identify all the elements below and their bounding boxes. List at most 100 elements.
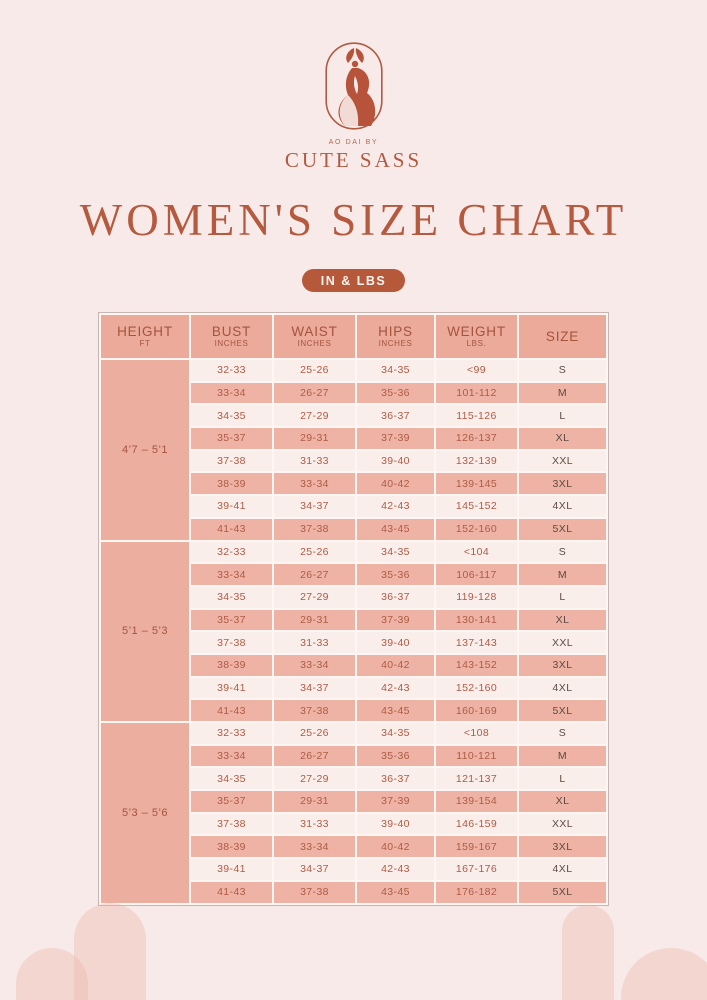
table-row: 34-35 27-29 36-37 121-137 L <box>100 766 608 792</box>
table-row: 39-41 34-37 42-43 152-160 4XL <box>100 675 608 701</box>
size-cell: L <box>517 584 608 610</box>
header-hips: HIPS INCHES <box>355 313 436 360</box>
table-row: 35-37 29-31 37-39 126-137 XL <box>100 426 608 451</box>
bust-cell: 39-41 <box>189 857 274 882</box>
table-row: 39-41 34-37 42-43 167-176 4XL <box>100 857 608 882</box>
bust-cell: 38-39 <box>189 652 274 678</box>
bust-cell: 37-38 <box>189 448 274 474</box>
waist-cell: 27-29 <box>272 584 357 610</box>
hips-cell: 34-35 <box>355 358 436 383</box>
table-row: 5’3 – 5’6 32-33 25-26 34-35 <108 S <box>99 721 608 905</box>
bust-cell: 32-33 <box>189 539 274 565</box>
header-height: HEIGHT FT <box>99 313 191 360</box>
waist-cell: 34-37 <box>272 857 357 882</box>
hips-cell: 42-43 <box>355 857 436 882</box>
table-row: 37-38 31-33 39-40 132-139 XXL <box>100 448 608 474</box>
weight-cell: 176-182 <box>434 879 519 905</box>
height-range-cell: 4’7 – 5’1 <box>99 358 191 542</box>
waist-cell: 26-27 <box>272 743 357 769</box>
hips-cell: 42-43 <box>355 675 436 701</box>
bust-cell: 35-37 <box>189 607 274 633</box>
table-row: 41-43 37-38 43-45 176-182 5XL <box>100 879 608 905</box>
waist-cell: 25-26 <box>272 721 357 746</box>
table-row: 34-35 27-29 36-37 115-126 L <box>100 403 608 429</box>
hips-cell: 35-36 <box>355 380 436 406</box>
table-row: 33-34 26-27 35-36 101-112 M <box>100 380 608 406</box>
size-cell: L <box>517 403 608 429</box>
weight-cell: 132-139 <box>434 448 519 474</box>
brand-header: AO DAI by CUTE SASS <box>0 0 707 173</box>
bust-cell: 37-38 <box>189 630 274 655</box>
size-cell: S <box>517 721 608 746</box>
waist-cell: 26-27 <box>272 562 357 587</box>
weight-cell: 139-145 <box>434 471 519 497</box>
weight-cell: 119-128 <box>434 584 519 610</box>
hips-cell: 40-42 <box>355 652 436 678</box>
size-cell: 3XL <box>517 834 608 860</box>
size-cell: 5XL <box>517 879 608 905</box>
table-row: 41-43 37-38 43-45 160-169 5XL <box>100 698 608 723</box>
table-row: 5’1 – 5’3 32-33 25-26 34-35 <104 S <box>99 539 608 723</box>
waist-cell: 33-34 <box>272 652 357 678</box>
weight-cell: 146-159 <box>434 811 519 837</box>
units-badge: IN & LBS <box>301 269 406 292</box>
bust-cell: 33-34 <box>189 380 274 406</box>
table-row: 4’7 – 5’1 32-33 25-26 34-35 <99 S <box>99 358 608 542</box>
hips-cell: 37-39 <box>355 426 436 451</box>
brand-tagline: AO DAI by <box>328 139 379 146</box>
hips-cell: 39-40 <box>355 630 436 655</box>
waist-cell: 33-34 <box>272 834 357 860</box>
waist-cell: 31-33 <box>272 811 357 837</box>
weight-cell: 143-152 <box>434 652 519 678</box>
table-row: 35-37 29-31 37-39 139-154 XL <box>100 789 608 814</box>
bust-cell: 32-33 <box>189 721 274 746</box>
ao-dai-woman-icon <box>324 42 383 130</box>
weight-cell: <99 <box>434 358 519 383</box>
size-cell: XL <box>517 789 608 814</box>
bust-cell: 41-43 <box>189 698 274 723</box>
table-row: 37-38 31-33 39-40 146-159 XXL <box>100 811 608 837</box>
table-row: 38-39 33-34 40-42 143-152 3XL <box>100 652 608 678</box>
waist-cell: 37-38 <box>272 698 357 723</box>
weight-cell: 139-154 <box>434 789 519 814</box>
size-cell: L <box>517 766 608 792</box>
size-cell: XXL <box>517 811 608 837</box>
size-cell: 5XL <box>517 698 608 723</box>
waist-cell: 31-33 <box>272 630 357 655</box>
bust-cell: 39-41 <box>189 494 274 519</box>
table-row: 37-38 31-33 39-40 137-143 XXL <box>100 630 608 655</box>
arch-decoration <box>74 903 146 1000</box>
page-title: WOMEN'S SIZE CHART <box>79 195 628 245</box>
hips-cell: 42-43 <box>355 494 436 519</box>
bust-cell: 35-37 <box>189 426 274 451</box>
size-cell: XXL <box>517 630 608 655</box>
hips-cell: 40-42 <box>355 471 436 497</box>
hips-cell: 35-36 <box>355 562 436 587</box>
bust-cell: 34-35 <box>189 766 274 792</box>
hips-cell: 43-45 <box>355 516 436 542</box>
weight-cell: 152-160 <box>434 675 519 701</box>
waist-cell: 25-26 <box>272 539 357 565</box>
size-cell: 4XL <box>517 494 608 519</box>
table-header-row: HEIGHT FT BUST INCHES WAIST INCHES HIPS … <box>99 313 608 360</box>
arch-decoration <box>562 905 614 1000</box>
size-cell: XL <box>517 607 608 633</box>
table-row: 33-34 26-27 35-36 106-117 M <box>100 562 608 587</box>
hips-cell: 36-37 <box>355 584 436 610</box>
arch-decoration <box>16 948 88 1000</box>
bust-cell: 33-34 <box>189 743 274 769</box>
size-chart-table: HEIGHT FT BUST INCHES WAIST INCHES HIPS … <box>99 313 608 905</box>
weight-cell: 159-167 <box>434 834 519 860</box>
bust-cell: 35-37 <box>189 789 274 814</box>
bust-cell: 38-39 <box>189 834 274 860</box>
waist-cell: 29-31 <box>272 607 357 633</box>
size-cell: S <box>517 358 608 383</box>
hips-cell: 37-39 <box>355 607 436 633</box>
header-weight: WEIGHT LBS. <box>434 313 519 360</box>
weight-cell: <104 <box>434 539 519 565</box>
arch-decoration <box>621 948 707 1000</box>
size-cell: S <box>517 539 608 565</box>
header-waist: WAIST INCHES <box>272 313 357 360</box>
bust-cell: 33-34 <box>189 562 274 587</box>
